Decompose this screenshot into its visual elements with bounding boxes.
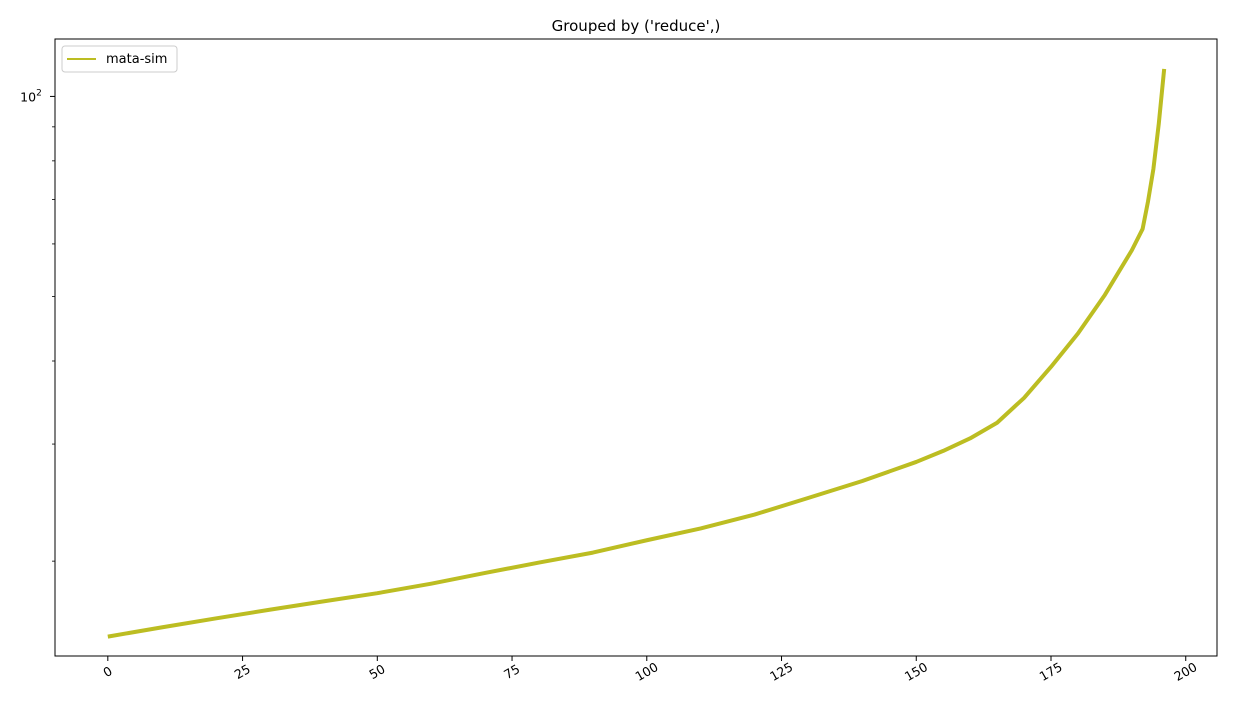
x-tick-label: 25 [232, 661, 253, 682]
chart-title: Grouped by ('reduce',) [552, 17, 721, 35]
x-axis: 0 25 50 75 100 125 150 175 200 [100, 656, 1200, 684]
legend-label: mata-sim [106, 52, 167, 67]
x-tick-label: 200 [1171, 659, 1199, 684]
x-tick-label: 50 [366, 661, 387, 682]
x-tick-label: 75 [501, 661, 522, 682]
x-tick-label: 0 [100, 663, 114, 680]
legend-box [61, 45, 178, 73]
y-axis: 102 [20, 88, 55, 562]
x-tick-label: 100 [632, 659, 660, 684]
plot-frame [54, 38, 1218, 657]
x-tick-label: 175 [1037, 659, 1065, 684]
x-tick-label: 150 [902, 659, 930, 684]
series-layer [107, 68, 1167, 639]
x-tick-label: 125 [767, 659, 795, 684]
legend: mata-sim [61, 45, 178, 73]
series-line-mata-sim [107, 68, 1167, 639]
y-tick-label: 102 [20, 88, 42, 104]
